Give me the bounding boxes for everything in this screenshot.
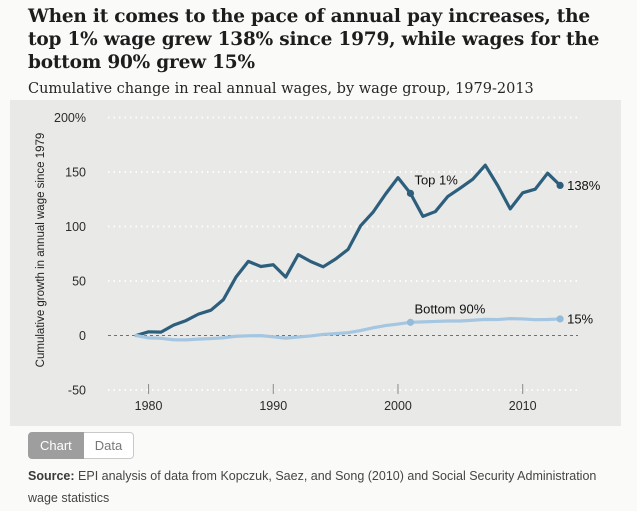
bottom-90-line[interactable] <box>134 317 562 342</box>
x-axis-tick-label: 1980 <box>135 399 163 413</box>
chart-subtitle: Cumulative change in real annual wages, … <box>28 80 534 97</box>
x-axis-tick-label: 2010 <box>509 399 537 413</box>
y-axis-tick-label: 150 <box>65 166 86 180</box>
chart-panel: 200% 150 100 50 0 -50 1980 1990 2000 2010 Cumulati… <box>10 100 621 426</box>
y-axis-tick-label: 200% <box>54 111 86 125</box>
y-axis-tick-label: -50 <box>68 384 86 398</box>
y-axis-tick-label: 50 <box>72 275 86 289</box>
top-1-end-value-label: 138% <box>567 178 601 193</box>
source-label: Source: <box>28 469 75 483</box>
source-note: Source: EPI analysis of data from Kopczu… <box>28 465 613 511</box>
top-1-line[interactable] <box>134 163 562 338</box>
top-1-marker-2013[interactable] <box>556 181 564 190</box>
source-line: Source: EPI analysis of data from Kopczu… <box>28 465 613 509</box>
bottom-90-marker-2013[interactable] <box>556 315 564 323</box>
view-tabs: Chart Data <box>28 432 135 459</box>
bottom-90-marker-2001[interactable] <box>406 318 415 326</box>
bottom-90-label: Bottom 90% <box>414 301 485 316</box>
source-text: EPI analysis of data from Kopczuk, Saez,… <box>28 469 597 505</box>
chart-title: When it comes to the pace of annual pay … <box>28 6 600 73</box>
y-axis-title: Cumulative growth in annual wage since 1… <box>35 133 47 368</box>
chart-header: When it comes to the pace of annual pay … <box>28 6 613 97</box>
x-axis-tick-label: 1990 <box>259 399 287 413</box>
y-axis-tick-label: 0 <box>79 329 86 343</box>
bottom-90-end-value-label: 15% <box>567 311 593 326</box>
top-1-label: Top 1% <box>414 172 458 187</box>
wage-growth-line-chart: 200% 150 100 50 0 -50 1980 1990 2000 2010 Cumulati… <box>35 111 601 413</box>
x-axis-tick-label: 2000 <box>384 399 412 413</box>
tab-chart[interactable]: Chart <box>28 432 84 459</box>
tab-data[interactable]: Data <box>83 432 135 459</box>
top-1-marker-2001[interactable] <box>406 189 415 197</box>
y-axis-tick-label: 100 <box>65 220 86 234</box>
